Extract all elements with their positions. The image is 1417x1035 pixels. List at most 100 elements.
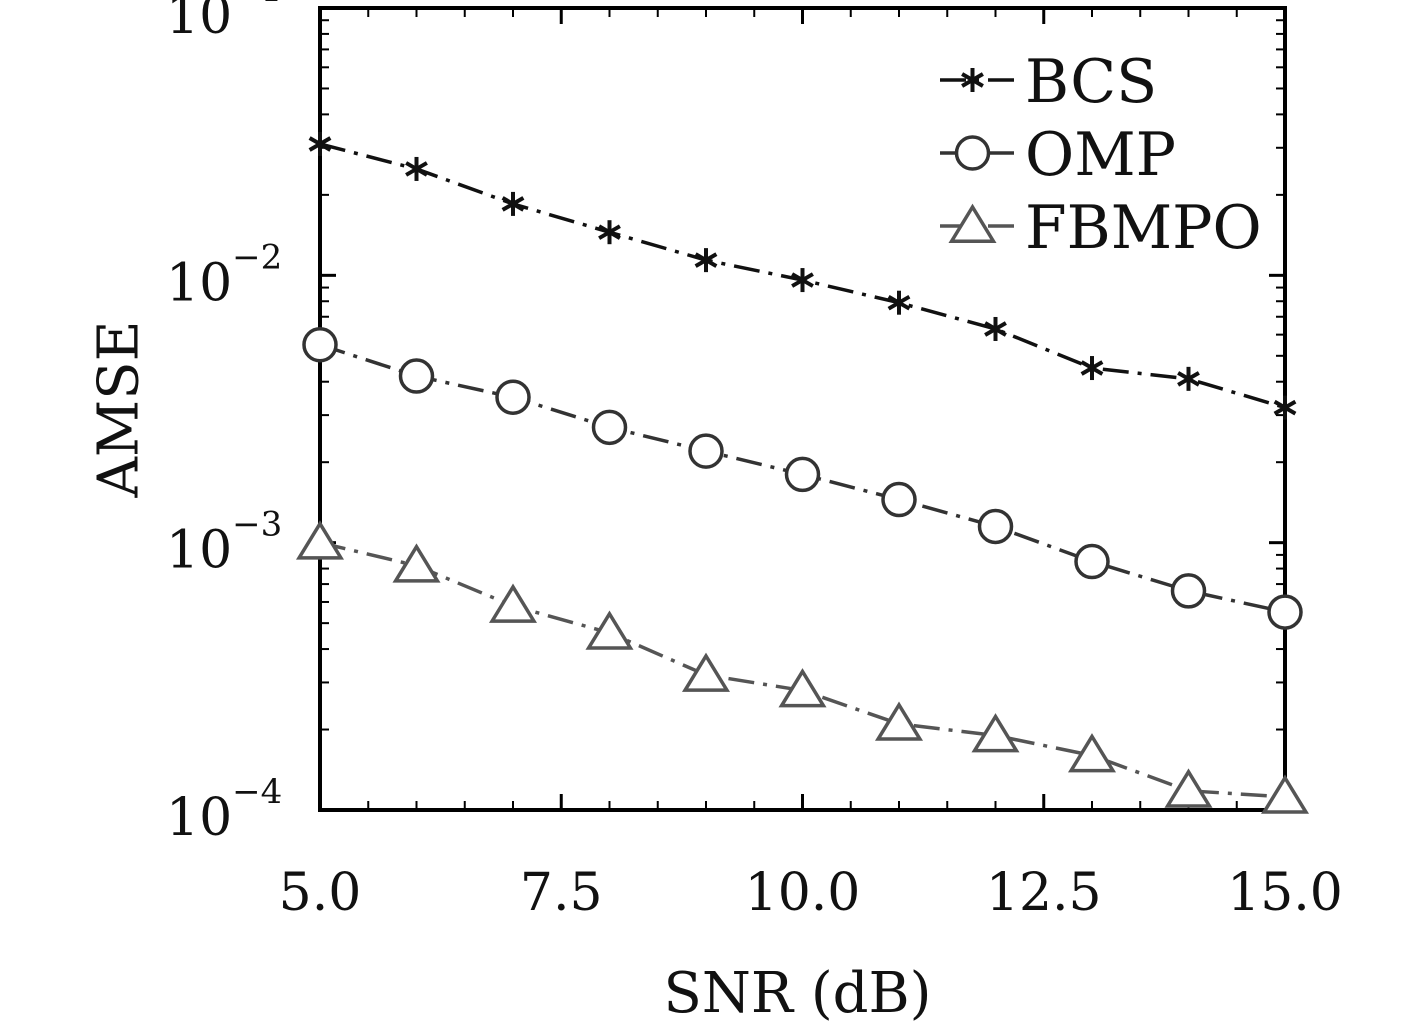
x-tick-label: 5.0 bbox=[279, 863, 362, 923]
data-point-bcs-stroke bbox=[791, 272, 814, 288]
data-point-omp bbox=[688, 433, 724, 469]
legend-entry-omp: OMP bbox=[940, 120, 1176, 190]
y-tick-base: 10 bbox=[166, 0, 232, 46]
legend-entry-bcs: BCS bbox=[940, 47, 1157, 117]
y-tick-exponent: −2 bbox=[232, 237, 282, 277]
data-point-omp-shape bbox=[784, 456, 821, 493]
data-point-fbmpo-shape bbox=[1067, 733, 1117, 773]
data-point-bcs bbox=[694, 248, 718, 273]
data-point-fbmpo bbox=[1260, 774, 1310, 814]
data-point-omp bbox=[495, 379, 531, 415]
data-point-bcs bbox=[1177, 366, 1200, 391]
legend-label: BCS bbox=[1025, 47, 1157, 117]
data-point-fbmpo bbox=[585, 610, 634, 650]
data-point-omp-shape bbox=[495, 379, 531, 415]
series-omp bbox=[302, 326, 1303, 630]
data-point-bcs-stroke bbox=[694, 252, 718, 268]
data-point-fbmpo bbox=[1164, 768, 1213, 808]
y-tick-exponent: −4 bbox=[232, 772, 282, 812]
data-point-fbmpo-shape bbox=[585, 610, 634, 650]
data-point-fbmpo-shape bbox=[874, 701, 924, 741]
data-point-fbmpo bbox=[392, 543, 441, 583]
data-point-bcs bbox=[405, 156, 428, 181]
data-point-omp-shape bbox=[1074, 543, 1110, 580]
data-point-bcs-stroke bbox=[501, 196, 525, 212]
data-point-omp-shape bbox=[398, 358, 435, 394]
data-point-bcs bbox=[887, 290, 911, 315]
data-point-bcs bbox=[1273, 395, 1297, 420]
y-tick-exponent: −3 bbox=[232, 505, 282, 545]
series-fbmpo bbox=[295, 520, 1310, 814]
data-point-bcs bbox=[1080, 356, 1104, 381]
y-tick-base: 10 bbox=[166, 253, 232, 313]
data-point-fbmpo-shape bbox=[681, 652, 731, 692]
data-point-omp-shape bbox=[1267, 594, 1303, 630]
data-point-fbmpo bbox=[295, 520, 345, 560]
data-point-omp bbox=[881, 481, 917, 518]
data-point-omp-shape bbox=[688, 433, 724, 469]
y-tick-label: 10−1 bbox=[166, 0, 282, 46]
y-tick-label: 10−3 bbox=[166, 505, 282, 581]
legend-marker-shape bbox=[954, 135, 991, 171]
legend-label: OMP bbox=[1025, 120, 1176, 190]
data-point-bcs-stroke bbox=[1177, 371, 1200, 387]
x-tick-label: 7.5 bbox=[520, 863, 603, 923]
y-tick-label: 10−2 bbox=[166, 237, 282, 313]
data-point-bcs-stroke bbox=[1273, 399, 1297, 416]
data-point-bcs-stroke bbox=[308, 136, 332, 152]
data-point-omp-shape bbox=[977, 508, 1014, 545]
legend-marker-shape bbox=[948, 203, 997, 243]
data-point-omp bbox=[1170, 573, 1207, 609]
y-tick-exponent: −1 bbox=[232, 0, 282, 10]
data-point-bcs-stroke bbox=[405, 161, 428, 177]
data-point-omp bbox=[1074, 543, 1110, 580]
legend-marker-stroke bbox=[961, 72, 984, 88]
data-point-bcs-stroke bbox=[598, 224, 621, 240]
data-point-omp-shape bbox=[881, 481, 917, 518]
data-point-fbmpo bbox=[971, 713, 1020, 753]
series-bcs bbox=[308, 131, 1297, 420]
data-point-fbmpo-shape bbox=[971, 713, 1020, 753]
x-tick-label: 15.0 bbox=[1227, 863, 1343, 923]
data-point-bcs bbox=[791, 268, 814, 293]
x-tick-label: 10.0 bbox=[745, 863, 861, 923]
data-point-bcs bbox=[984, 316, 1007, 341]
y-tick-label: 10−4 bbox=[166, 772, 282, 848]
data-point-omp-shape bbox=[1170, 573, 1207, 609]
data-point-fbmpo-shape bbox=[1164, 768, 1213, 808]
data-point-fbmpo bbox=[874, 701, 924, 741]
data-point-fbmpo-shape bbox=[778, 668, 827, 708]
legend-label: FBMPO bbox=[1025, 193, 1262, 263]
data-point-fbmpo-shape bbox=[488, 583, 538, 623]
legend-marker bbox=[954, 135, 991, 171]
series-layer bbox=[295, 131, 1310, 814]
data-point-fbmpo bbox=[681, 652, 731, 692]
x-axis-label: SNR (dB) bbox=[663, 961, 931, 1026]
y-tick-base: 10 bbox=[166, 521, 232, 581]
legend-marker bbox=[948, 203, 997, 243]
y-axis-label: AMSE bbox=[87, 320, 152, 498]
data-point-bcs bbox=[308, 131, 332, 156]
data-point-bcs bbox=[598, 220, 621, 245]
data-point-omp bbox=[784, 456, 821, 493]
data-point-fbmpo-shape bbox=[1260, 774, 1310, 814]
data-point-omp-shape bbox=[302, 326, 338, 363]
legend-marker bbox=[961, 68, 984, 92]
y-tick-base: 10 bbox=[166, 788, 232, 848]
x-tick-label: 12.5 bbox=[986, 863, 1102, 923]
data-point-omp bbox=[1267, 594, 1303, 630]
data-point-fbmpo bbox=[488, 583, 538, 623]
data-point-fbmpo-shape bbox=[392, 543, 441, 583]
legend-entry-fbmpo: FBMPO bbox=[940, 193, 1262, 263]
series-line-fbmpo bbox=[319, 540, 1286, 799]
data-point-fbmpo-shape bbox=[295, 520, 345, 560]
x-tick-labels: 5.0 7.5 10.0 12.5 15.0 bbox=[279, 863, 1343, 923]
data-point-fbmpo bbox=[1067, 733, 1117, 773]
data-point-omp bbox=[398, 358, 435, 394]
data-point-omp bbox=[302, 326, 338, 363]
data-point-omp bbox=[977, 508, 1014, 545]
data-point-bcs-stroke bbox=[984, 321, 1007, 337]
data-point-omp bbox=[591, 409, 628, 446]
